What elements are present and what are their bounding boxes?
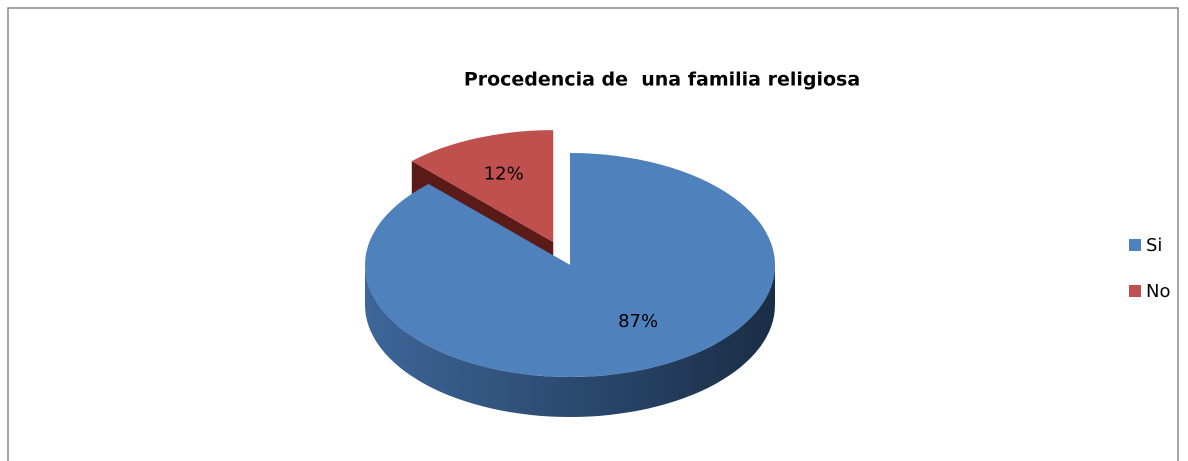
data-label: 12% xyxy=(484,164,524,185)
data-label: 87% xyxy=(618,311,658,332)
legend-swatch xyxy=(1129,285,1141,297)
legend-swatch xyxy=(1129,239,1141,251)
legend-label: Si xyxy=(1146,235,1162,256)
legend-label: No xyxy=(1146,281,1170,302)
slice xyxy=(411,130,554,243)
slice-wall xyxy=(365,265,775,417)
slice xyxy=(364,153,775,377)
chart-title: Procedencia de una familia religiosa xyxy=(464,69,860,91)
